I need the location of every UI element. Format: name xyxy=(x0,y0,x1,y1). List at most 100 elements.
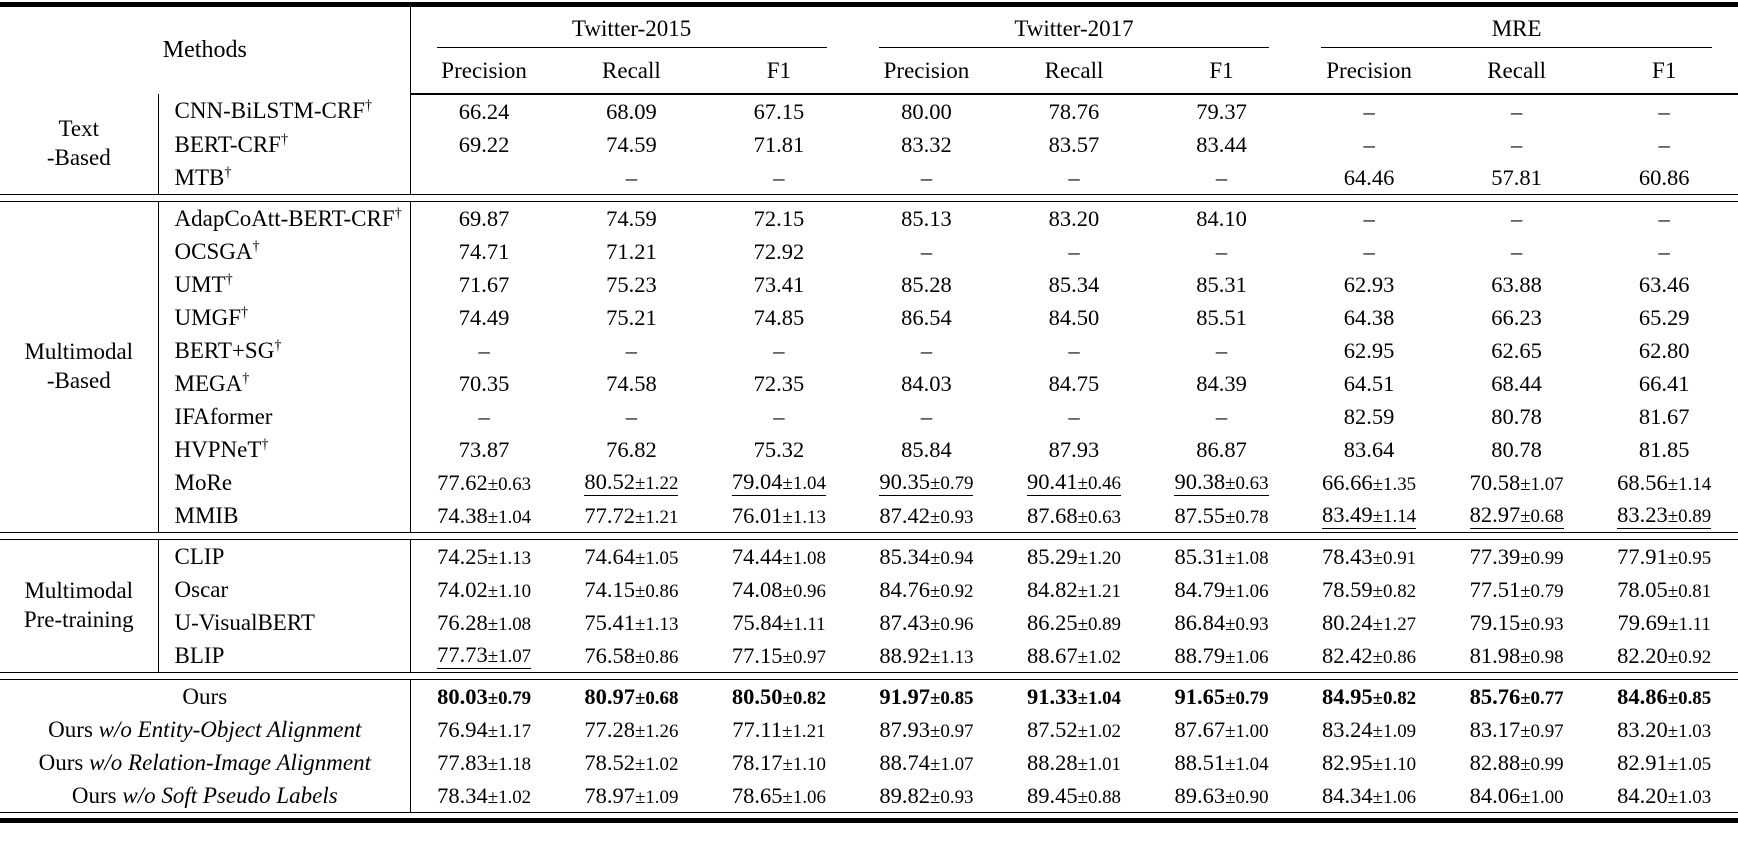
metric-cell: 82.20±0.92 xyxy=(1590,639,1738,673)
dataset-name: MRE xyxy=(1491,16,1542,41)
metric-cell: 71.21 xyxy=(558,235,706,268)
value-stddev: ±1.35 xyxy=(1372,473,1417,495)
value-stddev: ±0.63 xyxy=(487,473,532,495)
value-main: – xyxy=(773,164,785,190)
metric-cell: – xyxy=(410,400,558,433)
divider-line xyxy=(0,672,1738,680)
metric-cell: – xyxy=(1295,235,1443,268)
value-stddev: ±0.77 xyxy=(1520,687,1564,709)
metric-cell: 88.79±1.06 xyxy=(1148,639,1296,673)
value-main: 79.37 xyxy=(1196,98,1247,124)
value-stddev: ±0.86 xyxy=(1372,646,1417,668)
metric-cell: 62.80 xyxy=(1590,334,1738,367)
value-main: 77.72 xyxy=(584,502,635,528)
metric-header-row: Precision Recall F1 Precision Recall F1 … xyxy=(0,49,1738,95)
value-main: 71.81 xyxy=(753,131,805,157)
metric-cell: – xyxy=(853,334,1001,367)
dagger-mark: † xyxy=(261,435,269,452)
metric-cell: – xyxy=(1000,334,1148,367)
value-main: 76.58 xyxy=(584,642,635,668)
metric-cell: 90.38±0.63 xyxy=(1148,466,1296,499)
section-divider xyxy=(0,532,1738,540)
group-label-line: -Based xyxy=(46,368,111,393)
value-main: 80.50 xyxy=(731,683,783,709)
method-label-italic: w/o Entity-Object Alignment xyxy=(92,716,362,742)
metric-cell: 88.28±1.01 xyxy=(1000,746,1148,779)
value-main: 85.76 xyxy=(1469,683,1521,709)
metric-cell: 63.46 xyxy=(1590,268,1738,301)
metric-cell: 82.59 xyxy=(1295,400,1443,433)
metric-cell: 77.72±1.21 xyxy=(558,499,706,533)
metric-cell: – xyxy=(853,235,1001,268)
metric-cell: – xyxy=(853,400,1001,433)
method-name: Ours w/o Entity-Object Alignment xyxy=(0,713,411,746)
method-label: Ours xyxy=(48,716,93,742)
value-main: 78.59 xyxy=(1322,576,1373,602)
value-stddev: ±1.09 xyxy=(1372,720,1417,742)
value-stddev: ±1.13 xyxy=(634,613,679,635)
metric-cell: 71.81 xyxy=(705,128,853,161)
value-main: 77.62 xyxy=(437,469,488,495)
value-main: 84.75 xyxy=(1048,370,1100,396)
value-main: 87.52 xyxy=(1026,716,1078,742)
metric-cell: 74.08±0.96 xyxy=(705,573,853,606)
metric-cell: 74.59 xyxy=(558,202,706,236)
value-stddev: ±0.93 xyxy=(1225,613,1269,635)
value-main: 64.38 xyxy=(1343,304,1395,330)
value-main: – xyxy=(920,403,933,429)
method-name: BERT-CRF† xyxy=(158,128,411,161)
metric-cell: 76.82 xyxy=(558,433,706,466)
value-main: 78.52 xyxy=(584,749,635,775)
metric-cell: 69.87 xyxy=(410,202,558,236)
metric-header-f1: F1 xyxy=(1590,49,1738,95)
value-main: 83.17 xyxy=(1469,716,1521,742)
metric-cell: – xyxy=(705,161,853,195)
underlined-value: 79.04±1.04 xyxy=(731,470,826,496)
underlined-value: 90.41±0.46 xyxy=(1026,470,1122,496)
metric-cell: – xyxy=(1000,161,1148,195)
value-stddev: ±1.00 xyxy=(1520,786,1564,808)
metric-cell: 77.62±0.63 xyxy=(410,466,558,499)
metric-cell: 77.91±0.95 xyxy=(1590,540,1738,574)
group-label-line: Pre-training xyxy=(23,607,134,632)
value-main: – xyxy=(773,403,785,429)
value-main: 77.15 xyxy=(731,642,783,668)
value-stddev: ±1.20 xyxy=(1077,547,1122,569)
metric-cell: 84.20±1.03 xyxy=(1590,779,1738,813)
underlined-value: 82.97±0.68 xyxy=(1469,503,1564,529)
value-main: 89.45 xyxy=(1026,782,1078,808)
metric-cell: 64.51 xyxy=(1295,367,1443,400)
metric-cell: 85.34±0.94 xyxy=(853,540,1001,574)
metric-cell: – xyxy=(1590,202,1738,236)
metric-cell: 62.95 xyxy=(1295,334,1443,367)
value-stddev: ±0.82 xyxy=(1372,687,1417,709)
value-stddev: ±0.85 xyxy=(930,687,974,709)
value-stddev: ±1.09 xyxy=(634,786,679,808)
value-main: 78.05 xyxy=(1617,576,1668,602)
value-stddev: ±0.91 xyxy=(1372,547,1417,569)
value-main: 74.59 xyxy=(606,205,657,231)
metric-cell: 76.01±1.13 xyxy=(705,499,853,533)
metric-cell: 79.69±1.11 xyxy=(1590,606,1738,639)
metric-cell: 80.24±1.27 xyxy=(1295,606,1443,639)
method-label: UMT xyxy=(174,271,226,297)
value-stddev: ±1.14 xyxy=(1667,473,1712,495)
table-row: Text -Based CNN-BiLSTM-CRF† 66.24 68.09 67.15… xyxy=(0,94,1738,195)
method-label: BERT-CRF xyxy=(174,131,281,157)
dagger-mark: † xyxy=(364,97,373,114)
value-stddev: ±0.82 xyxy=(1372,580,1417,602)
metric-cell: 68.09 xyxy=(558,94,706,128)
metric-cell: 87.93±0.97 xyxy=(853,713,1001,746)
dagger-mark: † xyxy=(252,237,260,254)
value-main: 80.00 xyxy=(901,98,952,124)
value-main: 74.49 xyxy=(458,304,510,330)
value-stddev: ±0.93 xyxy=(930,786,974,808)
metric-cell: – xyxy=(1590,128,1738,161)
value-main: 66.23 xyxy=(1491,304,1542,330)
value-main: 68.44 xyxy=(1491,370,1542,396)
metric-cell: 77.11±1.21 xyxy=(705,713,853,746)
value-main: – xyxy=(920,337,933,363)
value-stddev: ±0.68 xyxy=(634,687,679,709)
value-main: 83.57 xyxy=(1048,131,1100,157)
group-label-line: Text xyxy=(58,116,100,142)
